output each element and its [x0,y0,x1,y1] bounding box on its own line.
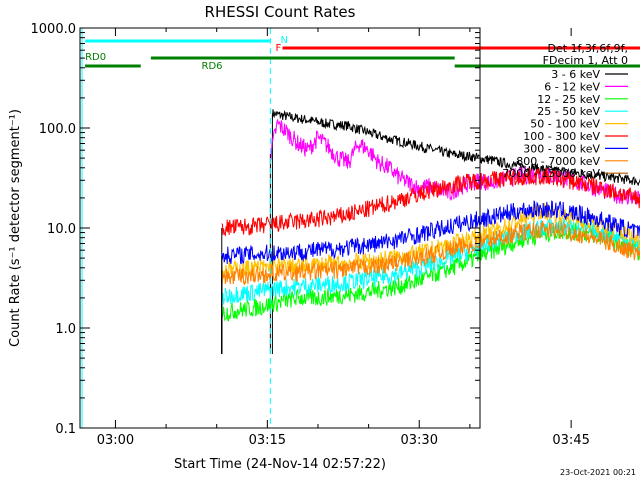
legend-entry-label: 6 - 12 keV [544,80,600,93]
segment-label: F [275,43,281,54]
y-tick-label: 10.0 [47,222,76,237]
legend-entry-label: 25 - 50 keV [537,105,600,118]
series-line [221,220,640,286]
legend-header-line-2: FDecim 1, Att 0 [543,54,628,67]
series-line [221,200,640,265]
y-tick-label: 100.0 [39,122,76,137]
y-axis-label: Count Rate (s⁻¹ detector segment⁻¹) [8,109,23,347]
plot-frame [79,27,481,429]
y-tick-label: 1000.0 [31,22,77,37]
segment-label: N [281,35,288,46]
legend: Det 1f,3f,6f,9f, FDecim 1, Att 0 3 - 6 k… [502,42,628,180]
x-axis-label: Start Time (24-Nov-14 02:57:22) [174,457,386,472]
legend-entry-label: 100 - 300 keV [523,130,600,143]
legend-entry-label: 7000 - 15000 keV [502,167,600,180]
legend-entry-label: 800 - 7000 keV [516,155,600,168]
footer-timestamp: 23-Oct-2021 00:21 [560,468,636,477]
legend-entry-label: 50 - 100 keV [530,118,600,131]
segment-label: RD6 [202,61,223,72]
chart-title: RHESSI Count Rates [205,3,356,21]
x-tick-label: 03:45 [552,433,589,448]
y-tick-label: 1.0 [55,322,76,337]
y-tick-label: 0.1 [55,422,76,437]
x-tick-label: 03:30 [401,433,438,448]
series-line [221,217,640,305]
plot-area: NFRD0RD603:0003:1503:3003:4504:0004:1504… [31,22,640,448]
legend-entry-label: 300 - 800 keV [523,142,600,155]
series-line [271,109,640,186]
legend-entry-label: 3 - 6 keV [551,68,600,81]
x-tick-label: 03:00 [97,433,134,448]
series-line [221,221,640,322]
legend-header-line-1: Det 1f,3f,6f,9f, [547,42,628,55]
segment-label: RD0 [85,52,106,63]
x-tick-label: 03:15 [249,433,286,448]
series-line [221,167,640,237]
legend-entry-label: 12 - 25 keV [537,93,600,106]
series-line [269,118,640,205]
